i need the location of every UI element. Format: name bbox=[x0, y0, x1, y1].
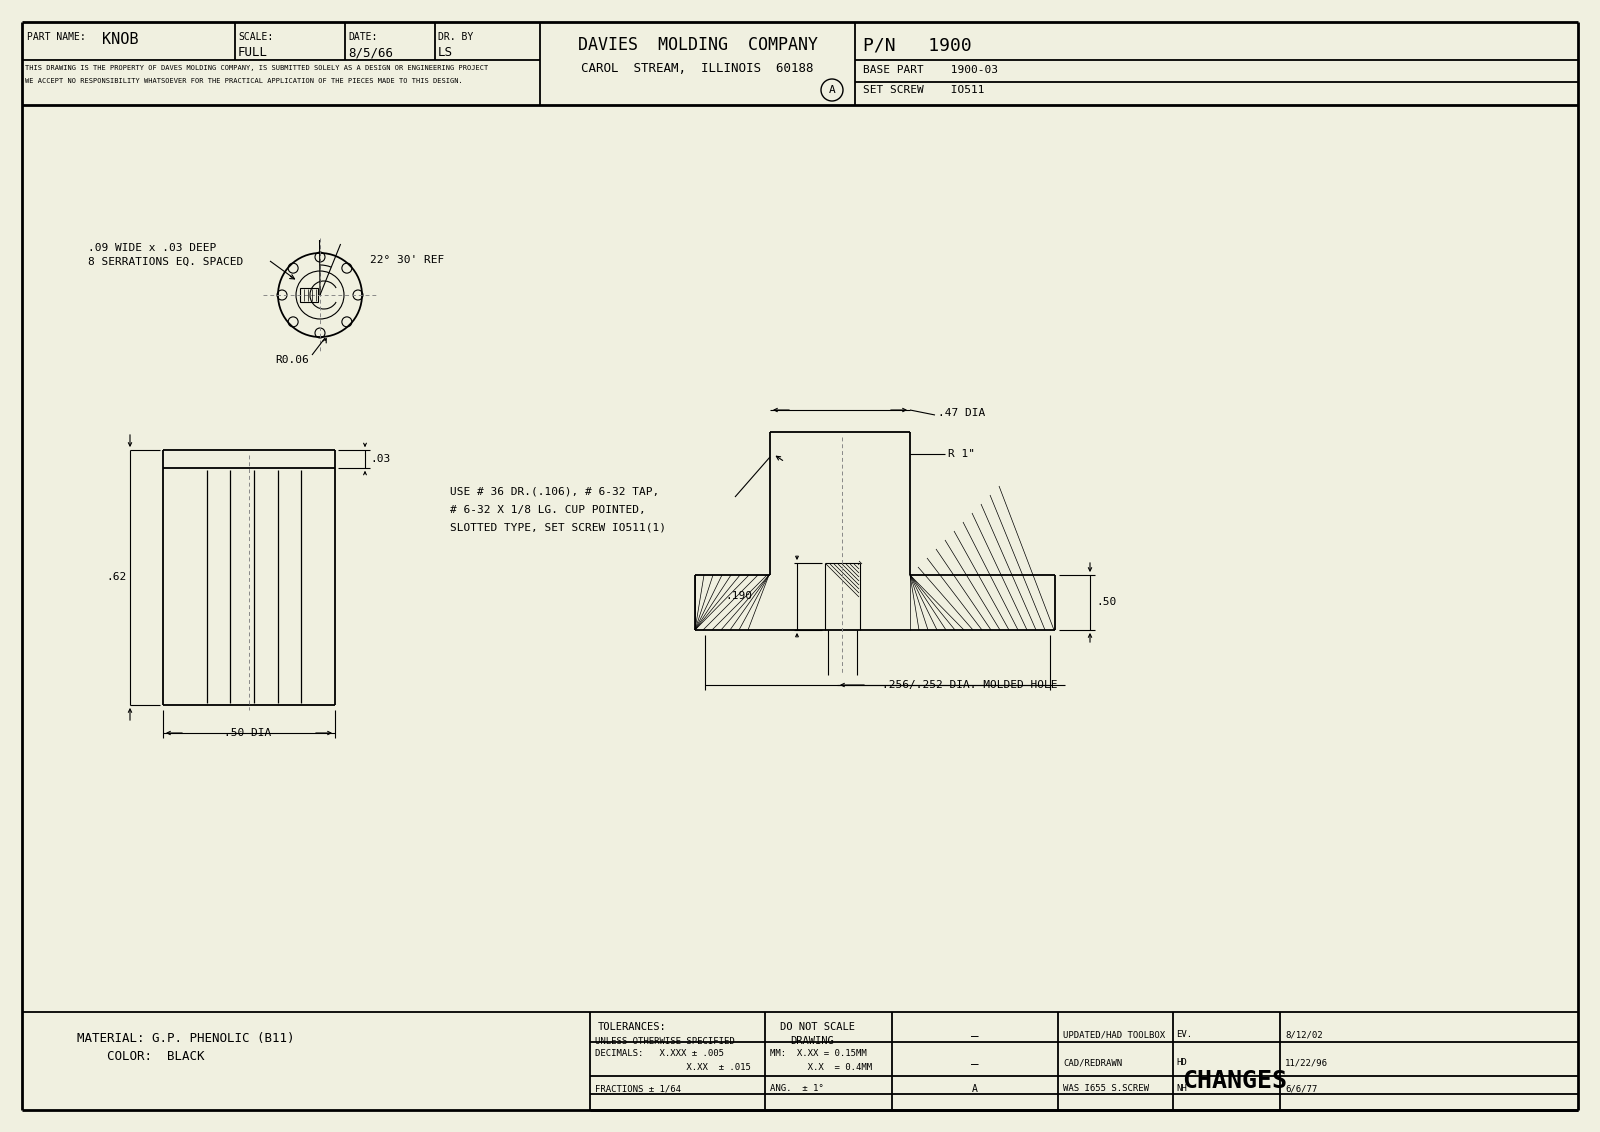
Text: 8/12/02: 8/12/02 bbox=[1285, 1030, 1323, 1039]
Text: MM:  X.XX = 0.15MM: MM: X.XX = 0.15MM bbox=[770, 1049, 867, 1058]
Text: CAROL  STREAM,  ILLINOIS  60188: CAROL STREAM, ILLINOIS 60188 bbox=[581, 62, 814, 75]
Text: .47 DIA: .47 DIA bbox=[938, 408, 986, 418]
Text: A: A bbox=[829, 85, 835, 95]
Text: DRAWING: DRAWING bbox=[790, 1036, 834, 1046]
Text: R 1": R 1" bbox=[947, 449, 974, 458]
Text: .50 DIA: .50 DIA bbox=[224, 728, 272, 738]
Text: USE # 36 DR.(.106), # 6-32 TAP,: USE # 36 DR.(.106), # 6-32 TAP, bbox=[450, 487, 659, 497]
Text: FULL: FULL bbox=[238, 46, 269, 59]
Text: X.X  = 0.4MM: X.X = 0.4MM bbox=[770, 1063, 872, 1072]
Text: BASE PART    1900-03: BASE PART 1900-03 bbox=[862, 65, 998, 75]
Text: –: – bbox=[971, 1058, 979, 1071]
Text: X.XX  ± .015: X.XX ± .015 bbox=[595, 1063, 750, 1072]
Text: DECIMALS:   X.XXX ± .005: DECIMALS: X.XXX ± .005 bbox=[595, 1049, 723, 1058]
Text: COLOR:  BLACK: COLOR: BLACK bbox=[77, 1050, 205, 1063]
Text: MATERIAL: G.P. PHENOLIC (B11): MATERIAL: G.P. PHENOLIC (B11) bbox=[77, 1032, 294, 1045]
Text: CAD/REDRAWN: CAD/REDRAWN bbox=[1062, 1058, 1122, 1067]
Text: –: – bbox=[971, 1030, 979, 1043]
Text: FRACTIONS ± 1/64: FRACTIONS ± 1/64 bbox=[595, 1084, 682, 1094]
Text: TOLERANCES:: TOLERANCES: bbox=[598, 1022, 667, 1032]
Text: DAVIES  MOLDING  COMPANY: DAVIES MOLDING COMPANY bbox=[578, 36, 818, 54]
Text: HD: HD bbox=[1176, 1058, 1187, 1067]
Text: 11/22/96: 11/22/96 bbox=[1285, 1058, 1328, 1067]
Text: .190: .190 bbox=[725, 591, 752, 601]
Text: 22° 30' REF: 22° 30' REF bbox=[370, 255, 445, 265]
Text: A: A bbox=[973, 1084, 978, 1094]
Text: WAS I655 S.SCREW: WAS I655 S.SCREW bbox=[1062, 1084, 1149, 1094]
Text: DATE:: DATE: bbox=[349, 32, 378, 42]
Text: .09 WIDE x .03 DEEP: .09 WIDE x .03 DEEP bbox=[88, 243, 216, 252]
Text: 6/6/77: 6/6/77 bbox=[1285, 1084, 1317, 1094]
Text: EV.: EV. bbox=[1176, 1030, 1192, 1039]
Text: .256/.252 DIA. MOLDED HOLE: .256/.252 DIA. MOLDED HOLE bbox=[882, 680, 1058, 691]
Text: PART NAME:: PART NAME: bbox=[27, 32, 86, 42]
Text: WE ACCEPT NO RESPONSIBILITY WHATSOEVER FOR THE PRACTICAL APPLICATION OF THE PIEC: WE ACCEPT NO RESPONSIBILITY WHATSOEVER F… bbox=[26, 78, 462, 84]
Text: THIS DRAWING IS THE PROPERTY OF DAVES MOLDING COMPANY, IS SUBMITTED SOLELY AS A : THIS DRAWING IS THE PROPERTY OF DAVES MO… bbox=[26, 65, 488, 71]
Text: LS: LS bbox=[438, 46, 453, 59]
Text: SCALE:: SCALE: bbox=[238, 32, 274, 42]
Text: SLOTTED TYPE, SET SCREW IO511(1): SLOTTED TYPE, SET SCREW IO511(1) bbox=[450, 523, 666, 533]
Text: SET SCREW    IO511: SET SCREW IO511 bbox=[862, 85, 984, 95]
Text: 8/5/66: 8/5/66 bbox=[349, 46, 394, 59]
Text: DR. BY: DR. BY bbox=[438, 32, 474, 42]
Text: UNLESS OTHERWISE SPECIFIED: UNLESS OTHERWISE SPECIFIED bbox=[595, 1037, 734, 1046]
Text: ANG.  ± 1°: ANG. ± 1° bbox=[770, 1084, 824, 1094]
Text: KNOB: KNOB bbox=[102, 32, 139, 48]
Text: .03: .03 bbox=[370, 454, 390, 464]
Text: .62: .62 bbox=[107, 572, 126, 582]
Text: CHANGES: CHANGES bbox=[1182, 1069, 1288, 1094]
Text: DO NOT SCALE: DO NOT SCALE bbox=[781, 1022, 854, 1032]
Text: NH: NH bbox=[1176, 1084, 1187, 1094]
Text: 8 SERRATIONS EQ. SPACED: 8 SERRATIONS EQ. SPACED bbox=[88, 257, 243, 267]
Text: P/N   1900: P/N 1900 bbox=[862, 36, 971, 54]
Text: # 6-32 X 1/8 LG. CUP POINTED,: # 6-32 X 1/8 LG. CUP POINTED, bbox=[450, 505, 646, 515]
Text: .50: .50 bbox=[1096, 597, 1117, 607]
Text: R0.06: R0.06 bbox=[275, 355, 309, 365]
Text: UPDATED/HAD TOOLBOX: UPDATED/HAD TOOLBOX bbox=[1062, 1030, 1165, 1039]
